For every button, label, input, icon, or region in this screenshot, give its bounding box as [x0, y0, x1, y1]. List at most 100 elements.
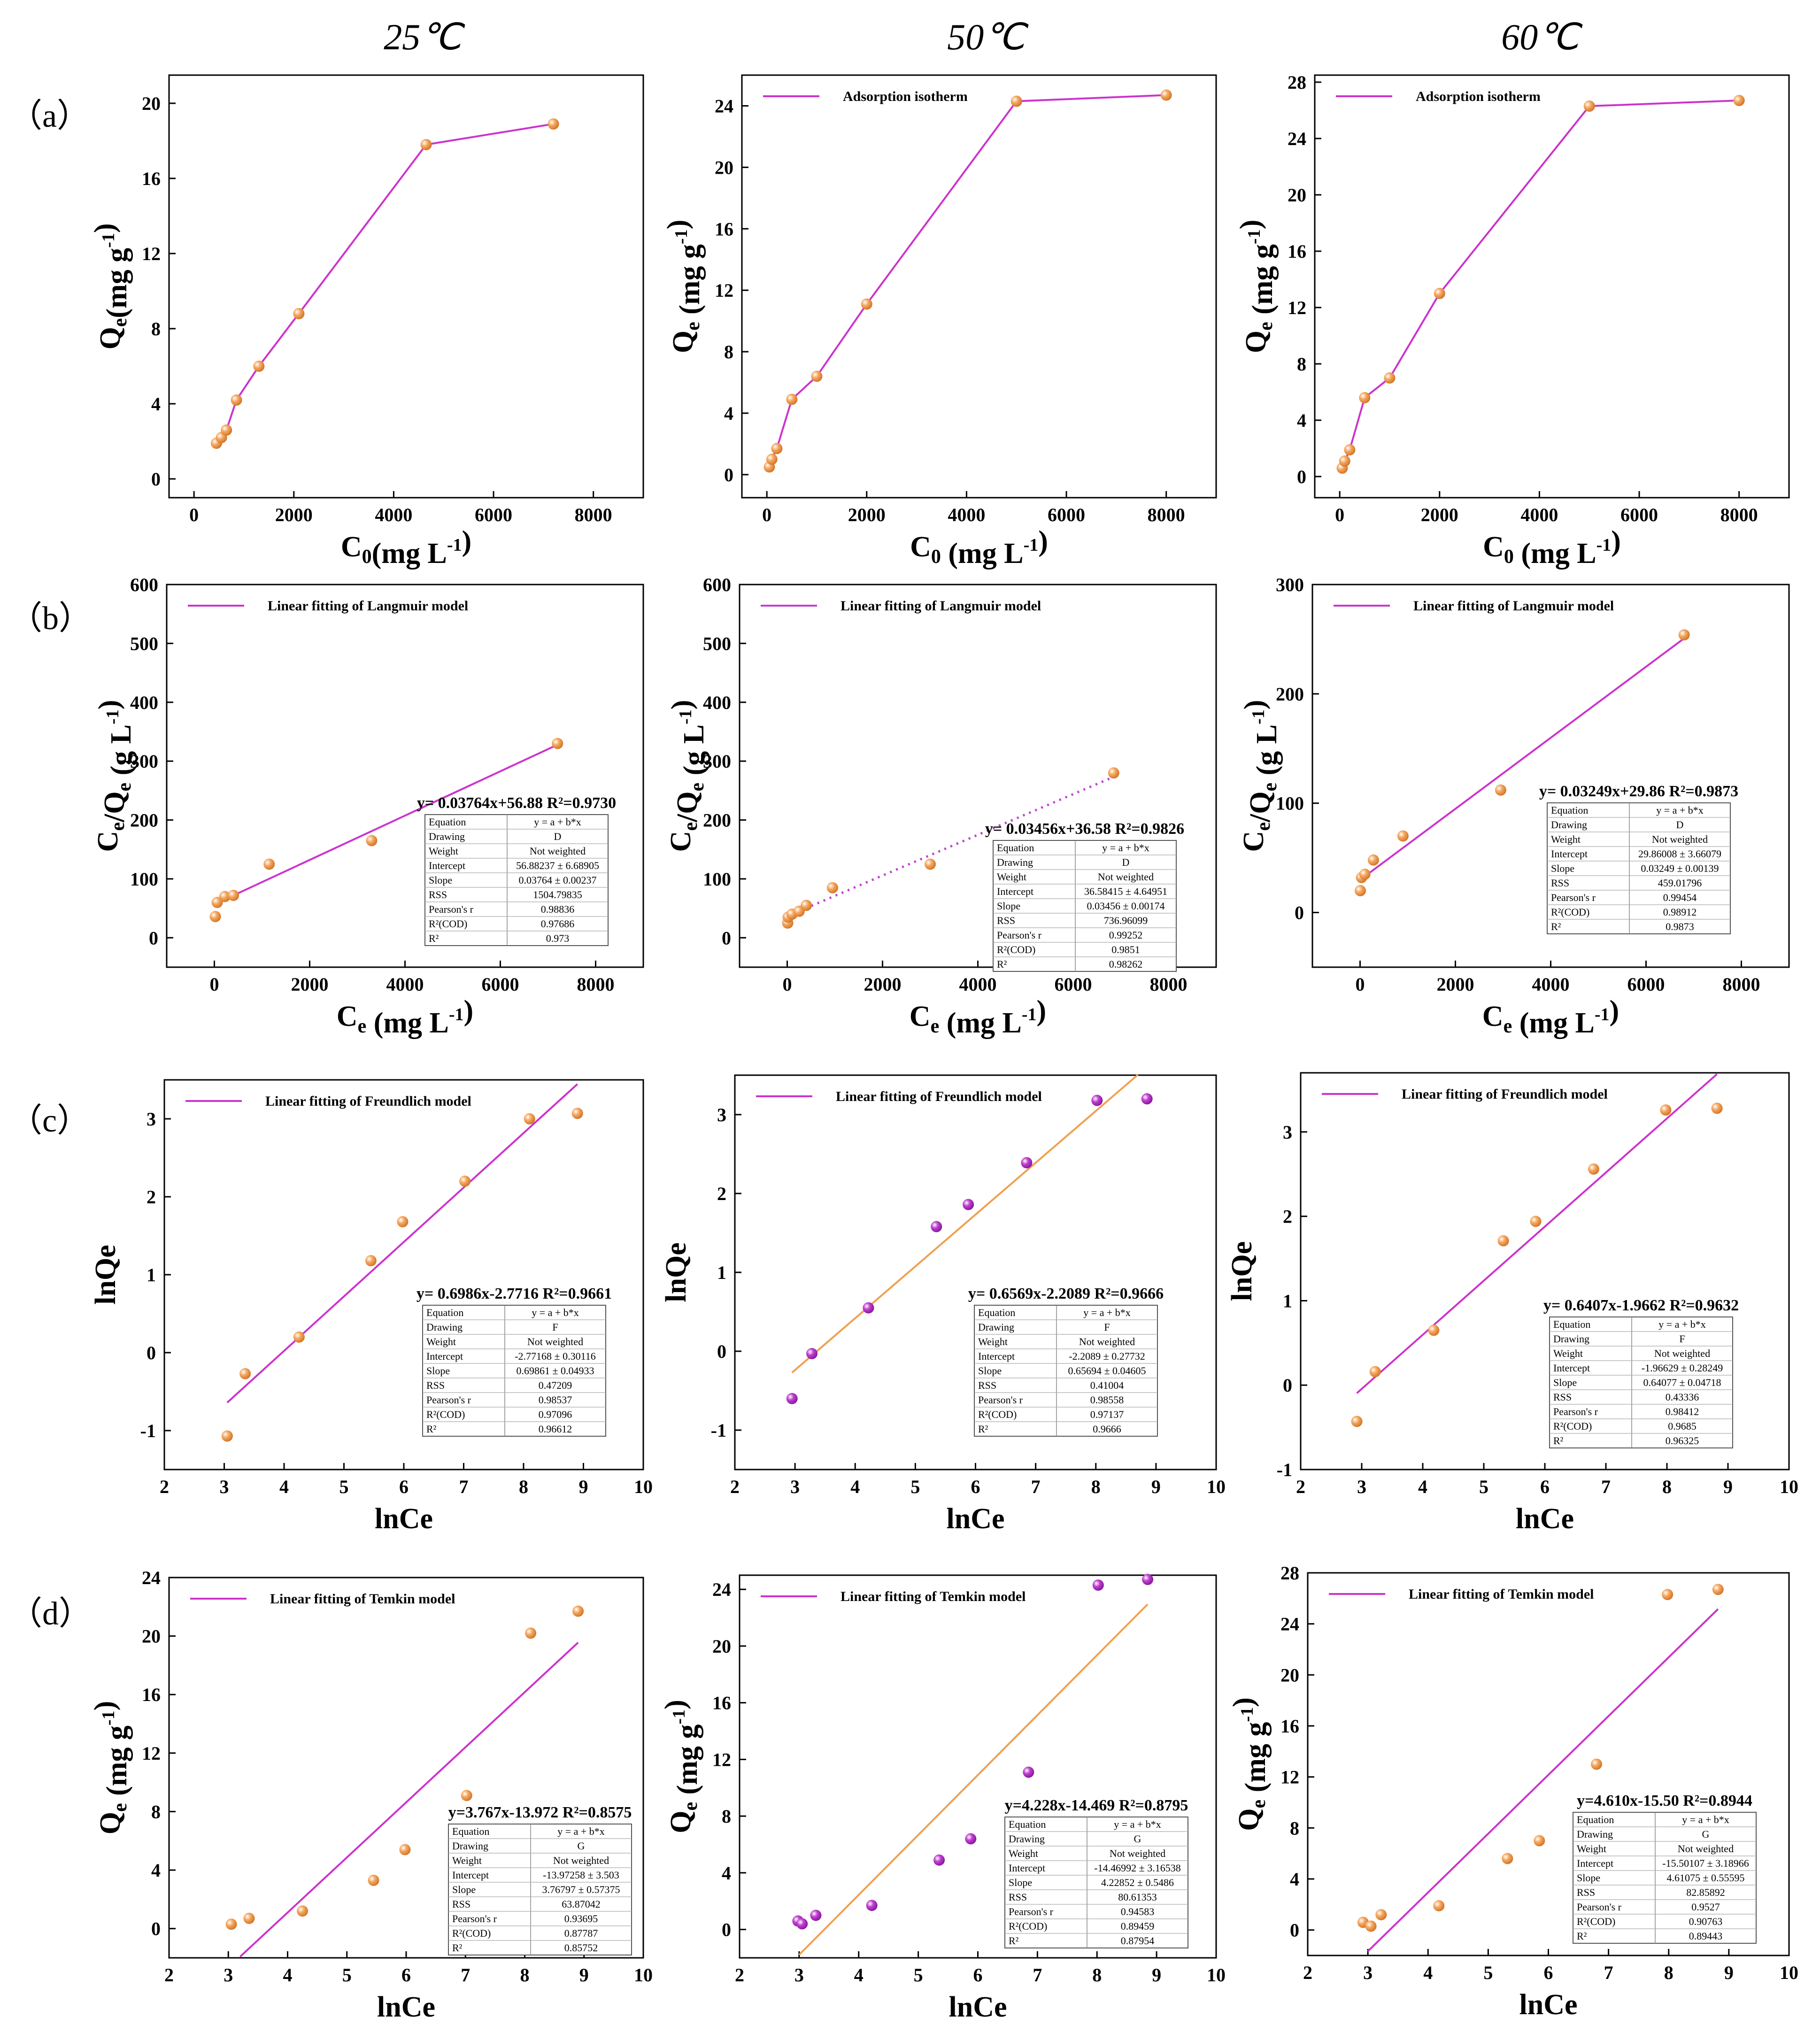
x-tick-label: 2000 [275, 504, 313, 525]
stats-table-value: 0.65694 ± 0.04605 [1068, 1365, 1146, 1377]
data-point [420, 139, 432, 150]
x-axis-label: C0(mg L-1) [341, 525, 471, 570]
y-tick-label: 300 [130, 751, 158, 772]
row-label-d: （d） [9, 1596, 92, 1632]
fit-equation: y= 0.03249x+29.86 R²=0.9873 [1539, 783, 1738, 800]
stats-table-value: F [1104, 1321, 1110, 1333]
x-tick-label: 10 [1780, 1476, 1798, 1497]
stats-table-key: Intercept [1551, 848, 1588, 860]
stats-table [422, 1305, 606, 1437]
stats-table-value: 0.41004 [1090, 1379, 1124, 1391]
stats-table-value: 4.61075 ± 0.55595 [1666, 1872, 1744, 1884]
y-axis-label: Qe(mg g-1) [89, 223, 133, 350]
y-tick-label: 4 [722, 1863, 731, 1884]
stats-table-key: R²(COD) [452, 1927, 491, 1939]
stats-table-value: Not weighted [1652, 833, 1708, 845]
data-point [1433, 1900, 1445, 1912]
stats-table-value: 0.47209 [539, 1379, 572, 1391]
y-axis-label: lnQe [90, 1245, 122, 1304]
y-axis-label: lnQe [1226, 1241, 1258, 1301]
y-tick-label: 0 [717, 1341, 726, 1362]
stats-table-key: R² [1551, 921, 1561, 932]
x-tick-label: 7 [1601, 1476, 1611, 1497]
x-tick-label: 6000 [1055, 974, 1092, 995]
stats-table-value: y = a + b*x [1656, 804, 1704, 816]
x-tick-label: 8000 [1720, 504, 1758, 525]
stats-table-key: Weight [1009, 1848, 1038, 1859]
y-tick-label: 0 [722, 1919, 731, 1940]
data-point [219, 891, 231, 902]
stats-table-key: Equation [426, 1307, 463, 1318]
stats-table-key: Drawing [429, 831, 465, 842]
x-tick-label: 2 [735, 1964, 744, 1986]
x-tick-label: 8 [1091, 1476, 1101, 1497]
stats-table-value: 0.9685 [1668, 1420, 1697, 1432]
data-point [548, 118, 559, 130]
data-point [1367, 854, 1379, 866]
panel-c50: 2 3 4 5 6 7 8 9 10 -1 0 1 2 3 lnCe lnQe Linear fitting o… [660, 1074, 1226, 1535]
stats-table-key: Weight [452, 1855, 482, 1866]
x-tick-label: 0 [210, 974, 219, 995]
stats-table-value: 0.98262 [1109, 958, 1143, 970]
x-tick-label: 5 [910, 1476, 920, 1497]
data-point [1384, 372, 1396, 384]
x-tick-label: 2000 [1437, 974, 1474, 995]
data-point [1108, 767, 1119, 779]
stats-table-key: Intercept [997, 885, 1033, 897]
fit-line [798, 1603, 1149, 1955]
stats-table-value: -14.46992 ± 3.16538 [1094, 1862, 1180, 1874]
stats-table-value: y = a + b*x [557, 1825, 605, 1837]
stats-table-key: Pearson's r [1551, 892, 1596, 903]
x-tick-label: 2 [730, 1476, 740, 1497]
x-tick-label: 8 [519, 1476, 528, 1497]
x-tick-label: 3 [1357, 1476, 1366, 1497]
stats-table-key: Equation [429, 816, 466, 828]
stats-table-value: 3.76797 ± 0.57375 [542, 1884, 620, 1895]
x-tick-label: 8 [1664, 1962, 1673, 1983]
y-tick-label: 100 [1276, 793, 1304, 814]
y-axis-label: Qe (mg g-1) [659, 1700, 703, 1833]
data-point [810, 1909, 822, 1921]
data-point [1733, 95, 1745, 106]
y-tick-label: 20 [712, 1636, 731, 1657]
data-point [552, 738, 563, 749]
data-point [243, 1912, 255, 1924]
y-tick-label: 28 [1288, 72, 1306, 93]
y-tick-label: -1 [140, 1420, 156, 1441]
data-point [1142, 1574, 1154, 1586]
x-tick-label: 2000 [1421, 504, 1458, 525]
stats-table-value: 0.85752 [564, 1942, 598, 1954]
fit-equation: y=4.610x-15.50 R²=0.8944 [1577, 1792, 1752, 1809]
data-point [933, 1854, 945, 1866]
stats-table-key: Equation [452, 1825, 489, 1837]
x-tick-label: 4000 [959, 974, 997, 995]
x-tick-label: 0 [762, 504, 771, 525]
y-tick-label: 2 [717, 1183, 726, 1204]
x-tick-label: 4 [279, 1476, 289, 1497]
series-line [1341, 100, 1739, 469]
stats-table-key: Equation [997, 842, 1034, 854]
data-point [771, 443, 783, 454]
y-tick-label: 3 [717, 1104, 726, 1125]
x-tick-label: 7 [1031, 1476, 1041, 1497]
data-point [228, 890, 239, 901]
y-tick-label: 16 [142, 1684, 161, 1705]
data-point [397, 1216, 409, 1228]
legend-label: Linear fitting of Langmuir model [268, 598, 468, 614]
y-tick-label: 4 [1290, 1869, 1299, 1890]
y-tick-label: 600 [130, 574, 158, 595]
stats-table-key: Weight [1553, 1347, 1583, 1359]
data-point [1434, 288, 1445, 299]
x-tick-label: 4 [283, 1964, 293, 1986]
fit-line [239, 1642, 579, 1957]
x-tick-label: 2 [160, 1476, 169, 1497]
y-axis-label: Ce/Qe (g L-1) [92, 700, 137, 852]
stats-table-value: Not weighted [527, 1336, 583, 1347]
panel-c60: 2 3 4 5 6 7 8 9 10 -1 0 1 2 3 lnCe lnQe Linear fitting o… [1226, 1072, 1798, 1535]
data-point [1711, 1102, 1723, 1114]
data-point [1344, 444, 1356, 455]
stats-table-value: 459.01796 [1658, 877, 1702, 889]
y-tick-label: 8 [722, 1806, 731, 1827]
x-axis-label: lnCe [947, 1503, 1005, 1535]
x-axis-label: Ce (mg L-1) [910, 995, 1046, 1039]
